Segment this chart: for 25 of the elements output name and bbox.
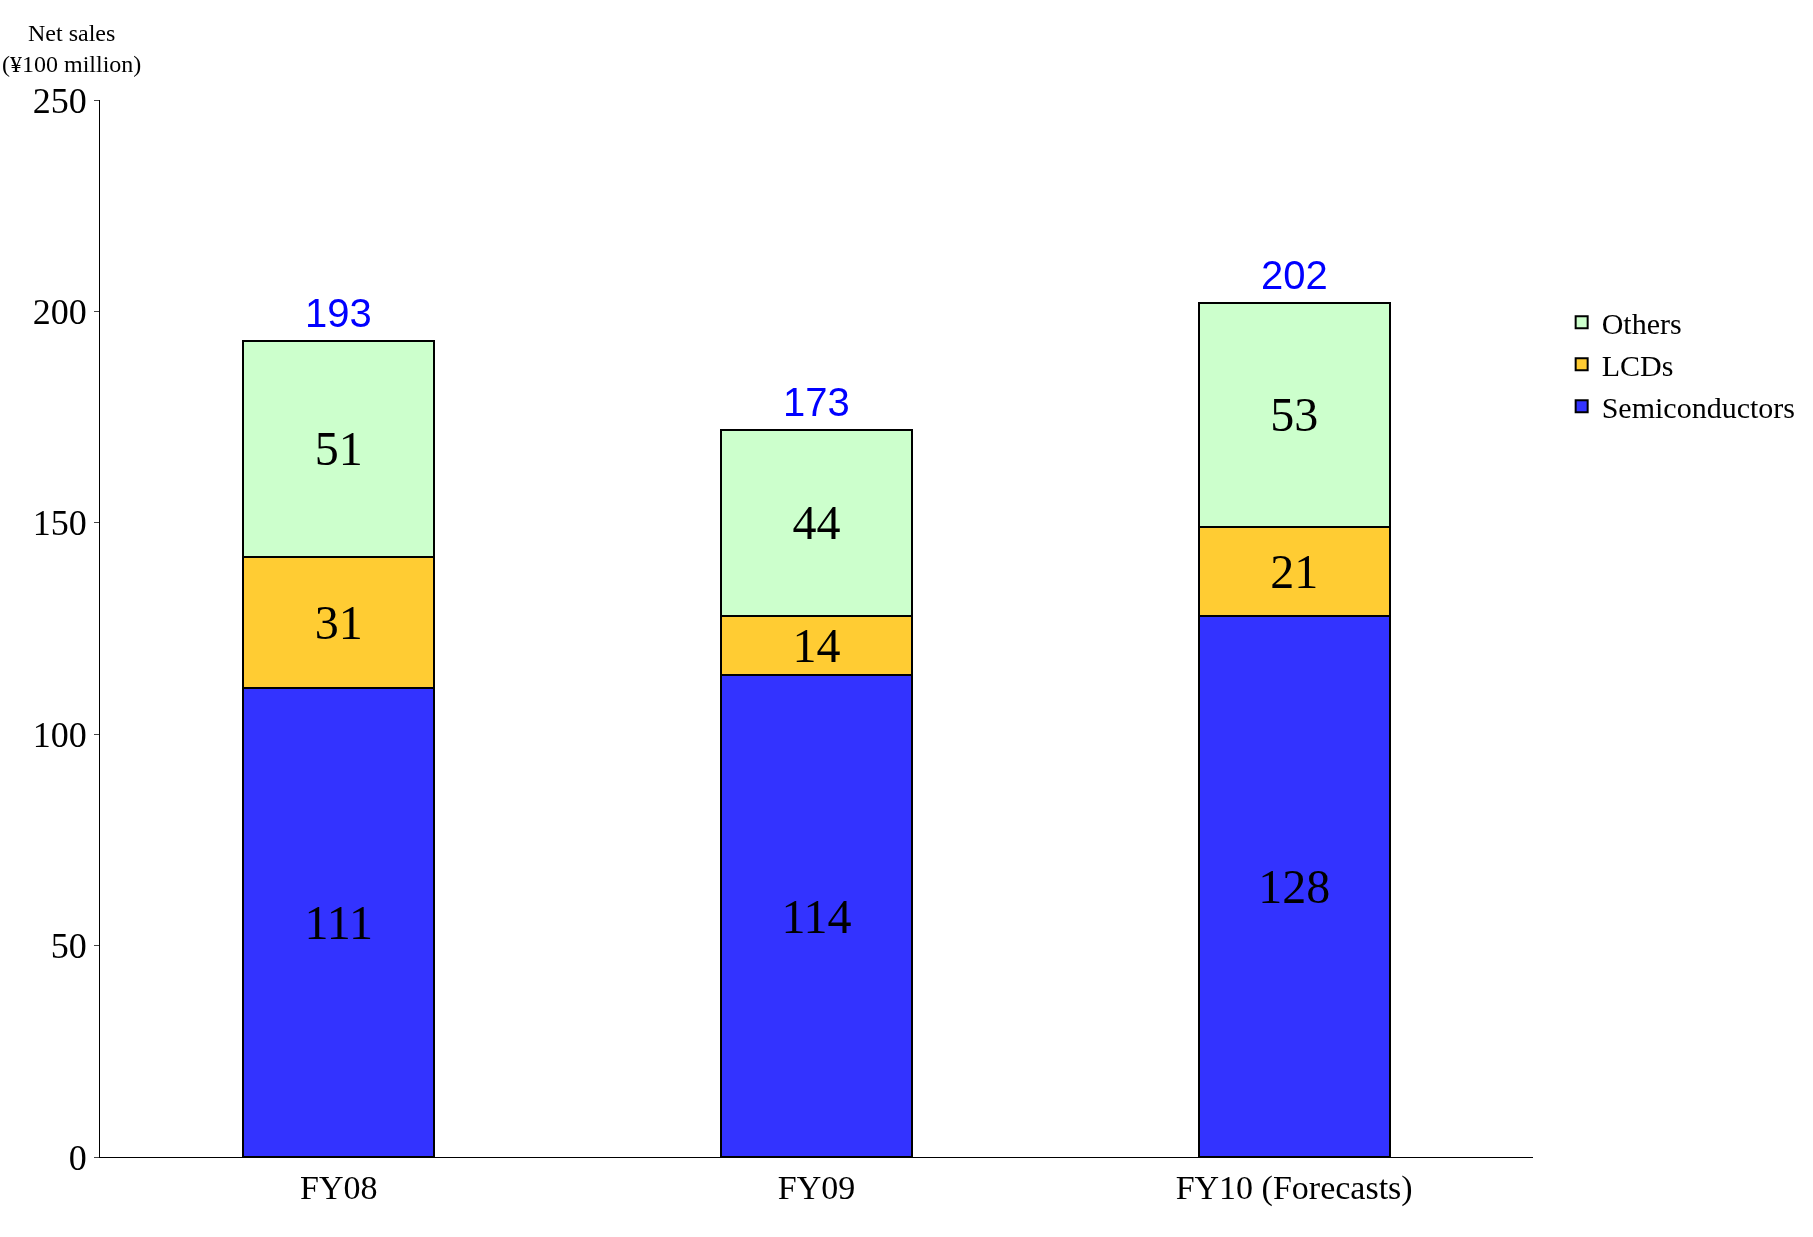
data-label: 21 xyxy=(1270,544,1319,598)
total-label: 173 xyxy=(783,380,850,424)
y-tick-label: 150 xyxy=(32,503,87,544)
data-label: 44 xyxy=(792,496,841,550)
y-tick-label: 0 xyxy=(68,1137,87,1178)
y-axis-title: Net sales (¥100 million) xyxy=(2,20,142,78)
y-tick-label: 50 xyxy=(50,926,87,967)
data-label: 14 xyxy=(792,618,841,672)
data-label: 53 xyxy=(1270,388,1319,442)
y-tick-label: 100 xyxy=(32,714,87,755)
data-label: 31 xyxy=(314,595,363,649)
y-tick-label: 200 xyxy=(32,292,87,332)
x-tick-label: FY09 xyxy=(777,1168,856,1206)
data-label: 128 xyxy=(1258,859,1331,913)
total-label: 202 xyxy=(1261,253,1328,297)
data-label: 51 xyxy=(314,422,363,476)
legend-label: Others xyxy=(1601,306,1682,340)
legend-label: Semiconductors xyxy=(1601,390,1795,424)
total-label: 193 xyxy=(305,291,372,335)
legend-label: LCDs xyxy=(1601,348,1674,382)
x-tick-label: FY10 (Forecasts) xyxy=(1175,1168,1413,1207)
data-label: 114 xyxy=(781,889,852,943)
x-tick-label: FY08 xyxy=(300,1168,378,1206)
data-label: 111 xyxy=(304,895,374,949)
y-tick-label: 250 xyxy=(32,80,87,121)
